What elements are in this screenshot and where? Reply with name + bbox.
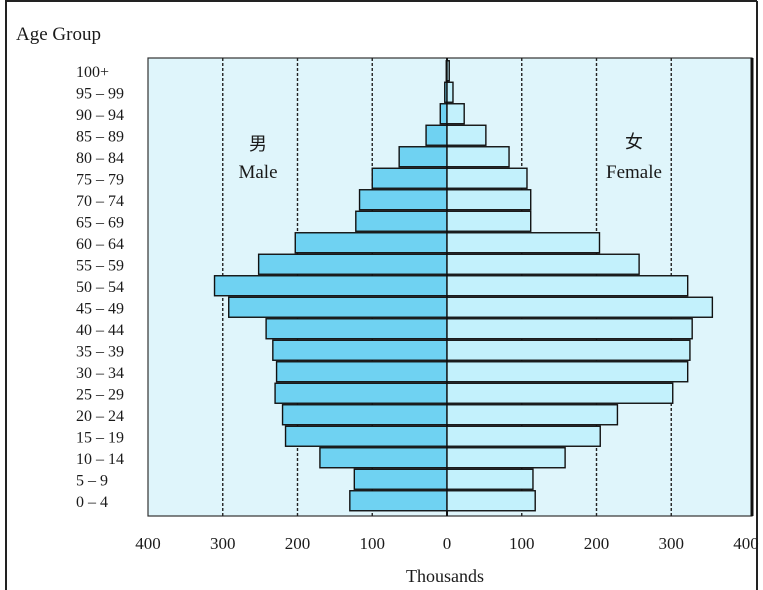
age-group-label: 0 – 4: [76, 494, 108, 511]
age-group-label: 30 – 34: [76, 365, 124, 382]
bar-male: [358, 189, 448, 211]
bar-female: [446, 146, 510, 168]
bar-female: [446, 447, 566, 469]
bar-male: [294, 232, 448, 254]
bar-female: [446, 404, 619, 426]
bar-female: [446, 189, 532, 211]
bar-female: [446, 253, 640, 275]
age-group-label: 75 – 79: [76, 171, 124, 188]
x-tick-label: 200: [584, 534, 610, 553]
bar-male: [275, 361, 448, 383]
x-tick-label: 400: [135, 534, 161, 553]
bar-male: [284, 425, 448, 447]
bar-male: [213, 275, 448, 297]
bar-female: [446, 425, 601, 447]
bar-male: [355, 210, 448, 232]
bar-female: [446, 318, 693, 340]
age-group-label: 40 – 44: [76, 322, 124, 339]
bar-male: [272, 339, 448, 361]
age-group-label: 5 – 9: [76, 472, 108, 489]
age-group-label: 10 – 14: [76, 451, 124, 468]
x-tick-label: 300: [210, 534, 236, 553]
bar-female: [446, 81, 454, 103]
bar-male: [349, 490, 448, 512]
x-axis-title: Thousands: [406, 566, 484, 586]
bar-female: [446, 210, 532, 232]
bar-male: [281, 404, 448, 426]
y-axis-title: Age Group: [16, 24, 101, 45]
male-label-cn: 男: [249, 134, 267, 154]
bar-female: [446, 468, 534, 490]
age-group-label: 50 – 54: [76, 279, 124, 296]
age-group-label: 85 – 89: [76, 128, 124, 145]
bar-female: [446, 167, 528, 189]
bar-female: [446, 296, 714, 318]
bar-male: [319, 447, 448, 469]
female-label: Female: [606, 162, 662, 183]
age-group-label: 65 – 69: [76, 214, 124, 231]
bar-male: [265, 318, 448, 340]
bar-male: [398, 146, 448, 168]
bar-female: [446, 361, 689, 383]
x-tick-label: 300: [659, 534, 685, 553]
bar-male: [425, 124, 448, 146]
bar-female: [446, 60, 450, 82]
age-group-label: 45 – 49: [76, 300, 124, 317]
bar-female: [446, 232, 601, 254]
bar-male: [353, 468, 448, 490]
bar-female: [446, 103, 465, 125]
age-group-label: 70 – 74: [76, 193, 124, 210]
bar-female: [446, 339, 691, 361]
bar-female: [446, 275, 689, 297]
bar-female: [446, 382, 674, 404]
x-tick-label: 100: [509, 534, 535, 553]
age-group-label: 95 – 99: [76, 85, 124, 102]
male-label: Male: [238, 162, 277, 183]
x-tick-label: 200: [285, 534, 311, 553]
bar-male: [371, 167, 448, 189]
bar-male: [228, 296, 448, 318]
x-tick-label: 0: [443, 534, 452, 553]
bar-male: [257, 253, 448, 275]
x-tick-label: 400: [733, 534, 759, 553]
x-tick-label: 100: [360, 534, 386, 553]
age-group-label: 60 – 64: [76, 236, 124, 253]
age-group-label: 80 – 84: [76, 150, 124, 167]
age-group-label: 100+: [76, 64, 109, 81]
age-group-label: 35 – 39: [76, 343, 124, 360]
bar-male: [439, 103, 448, 125]
female-label-cn: 女: [625, 132, 643, 152]
age-group-label: 20 – 24: [76, 408, 124, 425]
bar-female: [446, 124, 487, 146]
age-group-label: 90 – 94: [76, 107, 124, 124]
age-group-label: 55 – 59: [76, 257, 124, 274]
bar-male: [274, 382, 448, 404]
bar-female: [446, 490, 536, 512]
age-group-label: 25 – 29: [76, 386, 124, 403]
age-group-label: 15 – 19: [76, 429, 124, 446]
